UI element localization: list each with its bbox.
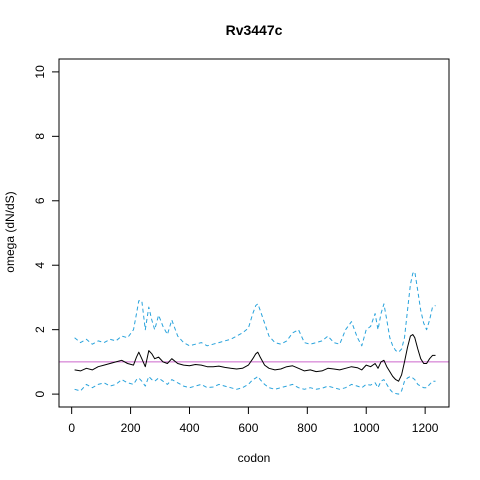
plot-frame [58,58,450,408]
y-axis: 0 2 4 6 8 10 [33,65,60,397]
x-tick-label: 600 [238,421,258,435]
y-tick-label: 6 [33,197,47,204]
series-layer [59,271,449,395]
y-tick-label: 0 [33,390,47,397]
y-tick-label: 10 [33,65,47,79]
series-line-upper [74,271,436,353]
y-tick-label: 2 [33,326,47,333]
x-tick-label: 1000 [353,421,380,435]
chart-title: Rv3447c [226,22,283,38]
y-axis-label: omega (dN/dS) [3,191,17,272]
x-axis-label: codon [238,451,271,465]
series-line-estimate [74,334,436,382]
x-tick-label: 400 [179,421,199,435]
x-tick-label: 200 [121,421,141,435]
series-line-lower [74,375,436,395]
y-tick-label: 4 [33,262,47,269]
x-tick-label: 800 [297,421,317,435]
y-tick-label: 8 [33,133,47,140]
x-tick-label: 0 [68,421,75,435]
x-tick-label: 1200 [412,421,439,435]
x-axis: 0 200 400 600 800 1000 1200 [68,406,439,435]
